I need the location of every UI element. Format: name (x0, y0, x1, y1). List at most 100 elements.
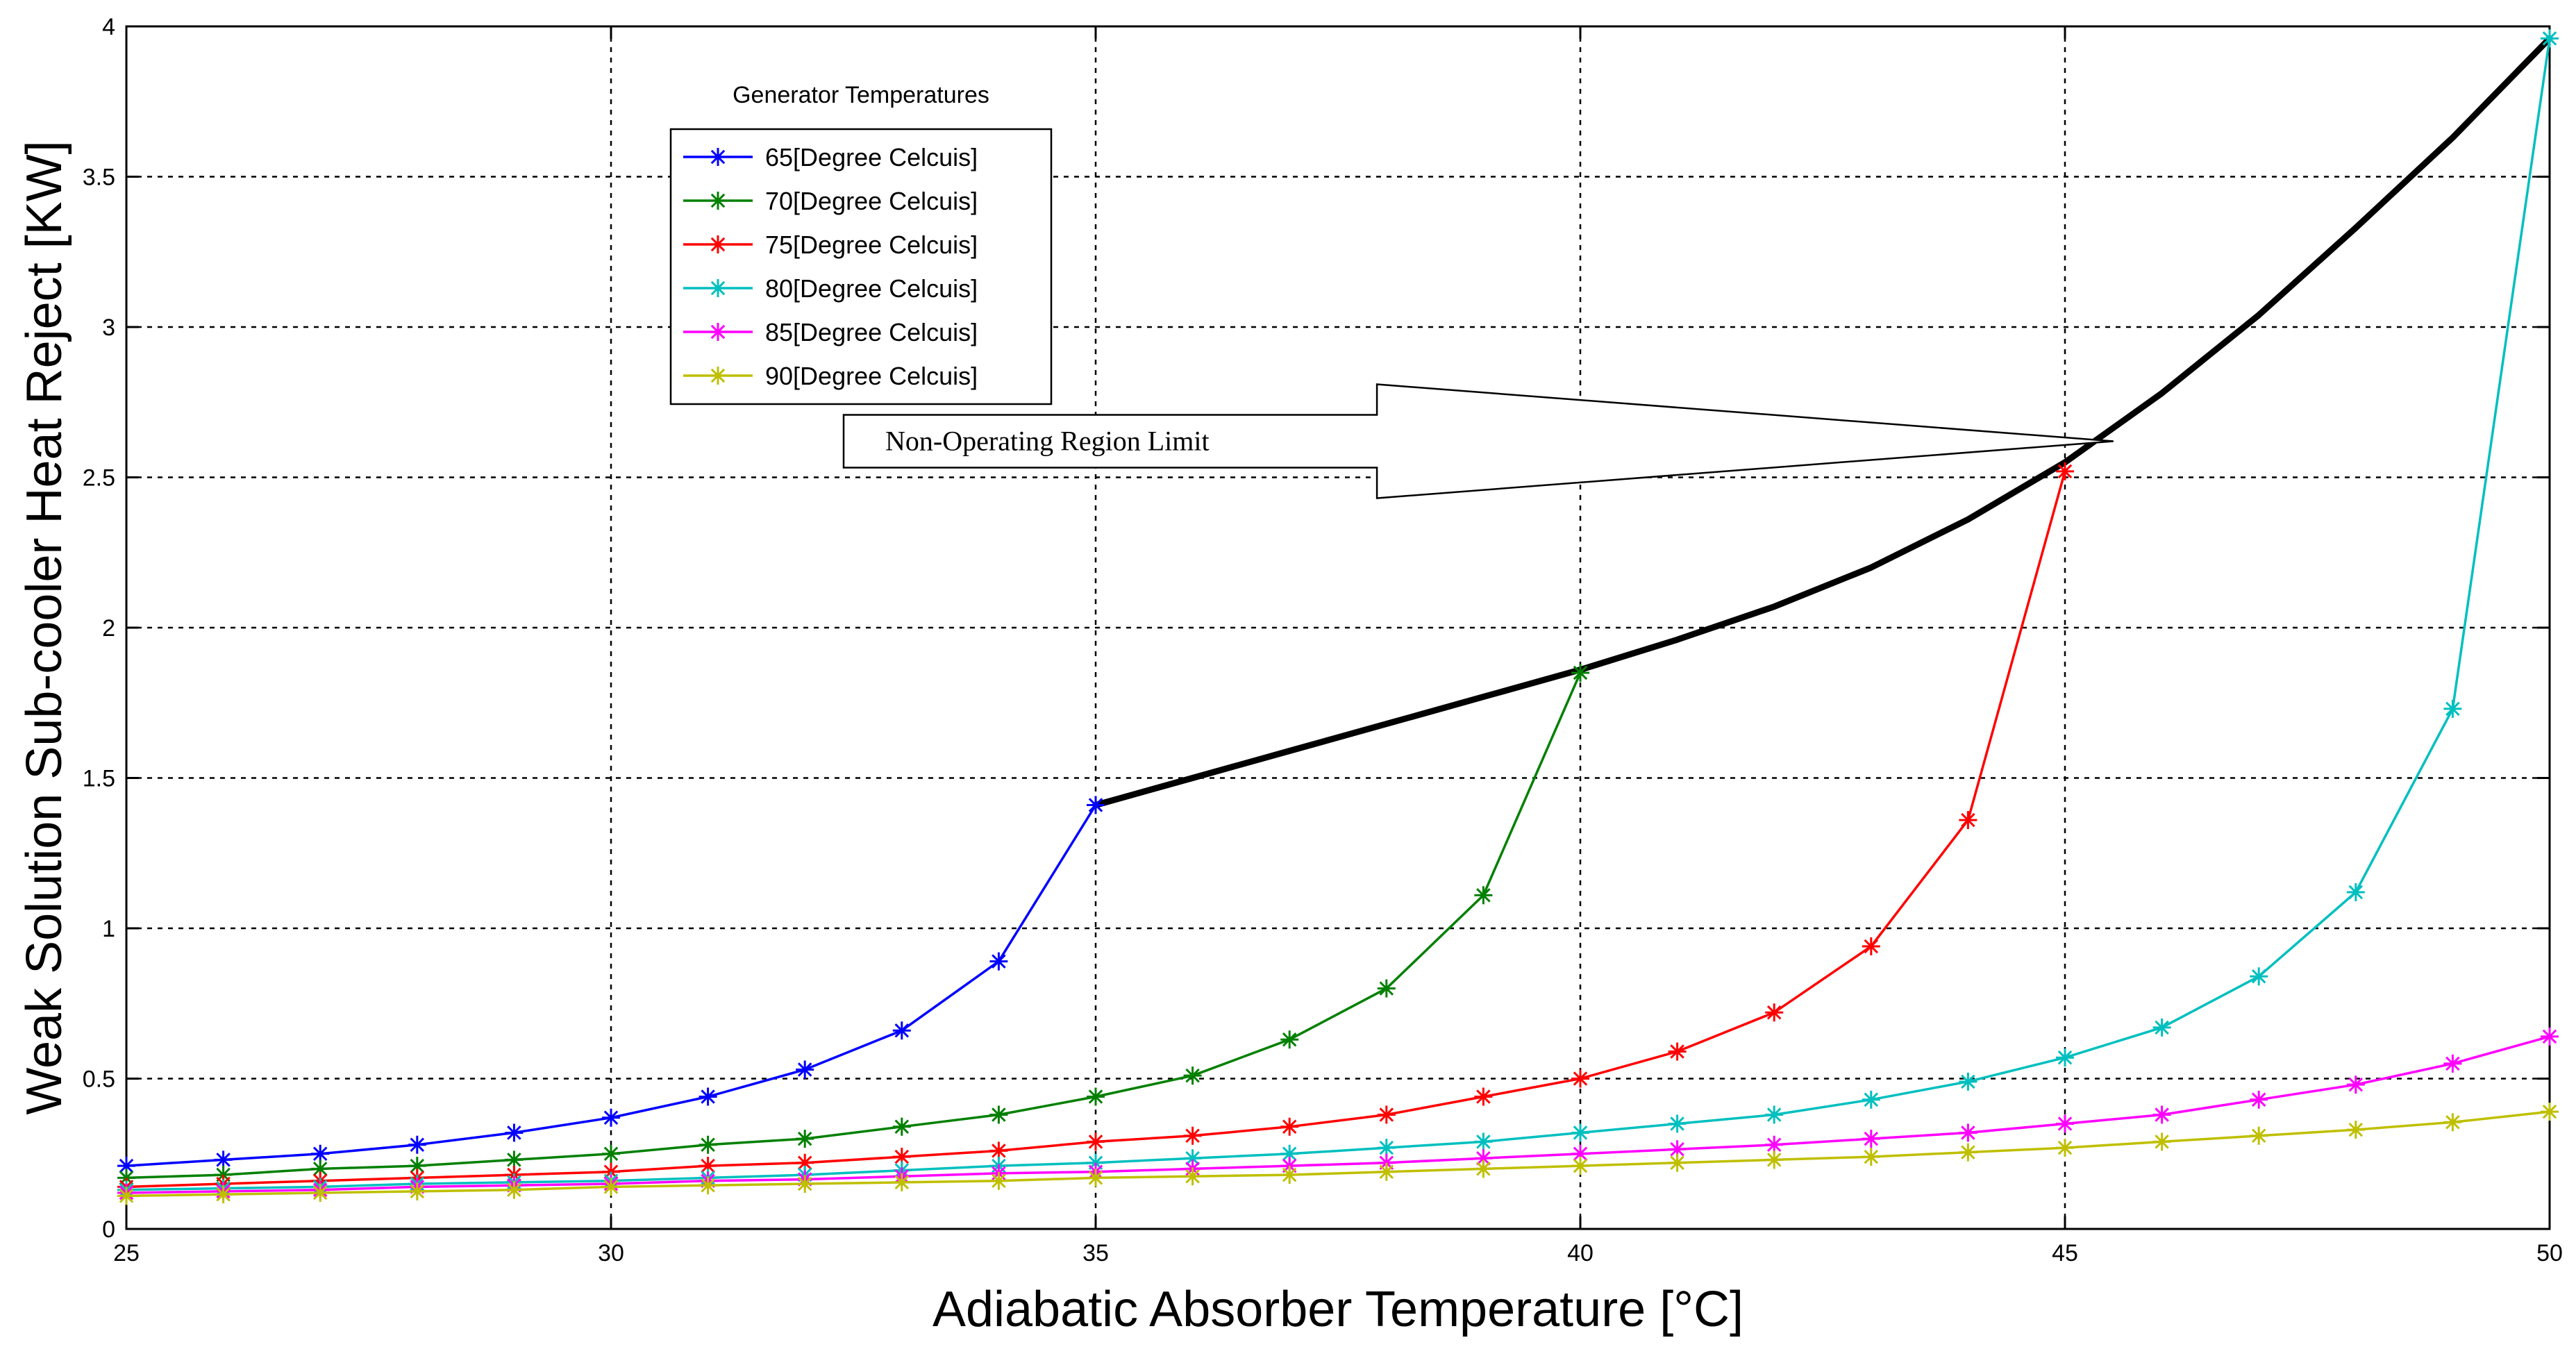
legend: Generator Temperatures 65[Degree Celcuis]… (669, 82, 1053, 405)
data-point (1571, 1069, 1589, 1088)
x-tick-label: 30 (598, 1240, 624, 1266)
data-point (2346, 883, 2365, 902)
data-point (1959, 1123, 1977, 1142)
legend-entry: 80[Degree Celcuis] (683, 274, 978, 303)
legend-marker (709, 367, 727, 385)
data-point (892, 1148, 911, 1166)
x-tick-label: 35 (1082, 1240, 1109, 1266)
axes: 25 30 35 40 45 50 0 0.5 1 1.5 2 2.5 3 3.5 4 (83, 14, 2563, 1266)
legend-label: 65[Degree Celcuis] (765, 143, 978, 171)
data-point (1668, 1042, 1687, 1061)
data-point (1280, 1117, 1299, 1136)
data-point (408, 1182, 426, 1200)
data-point (989, 1105, 1008, 1124)
data-point (989, 952, 1008, 971)
data-point (1377, 1139, 1396, 1157)
series-line (126, 38, 2551, 1191)
data-point (311, 1144, 330, 1163)
data-point (1183, 1167, 1202, 1186)
data-point (2056, 1048, 2074, 1067)
y-tick-label: 1.5 (83, 766, 115, 792)
data-point (1668, 1114, 1687, 1133)
data-point (2443, 1054, 2462, 1073)
data-point (1183, 1126, 1202, 1145)
x-axis-title: Adiabatic Absorber Temperature [°C] (932, 1282, 1743, 1337)
data-point (892, 1173, 911, 1191)
data-point (1862, 937, 1880, 955)
data-point (1862, 1090, 1880, 1109)
legend-entry: 85[Degree Celcuis] (683, 318, 978, 346)
data-point (117, 1187, 135, 1205)
data-point (602, 1144, 620, 1163)
data-point (1571, 1123, 1589, 1142)
series-3 (117, 462, 2074, 1196)
data-point (989, 1141, 1008, 1160)
data-point (1668, 1153, 1687, 1172)
data-point (505, 1150, 524, 1169)
data-point (2152, 1105, 2171, 1124)
data-point (1765, 1003, 1784, 1022)
data-point (1959, 1072, 1977, 1091)
x-tick-label: 50 (2536, 1240, 2563, 1266)
annotation-layer: Non-Operating Region Limit (842, 383, 2114, 499)
axis-labels: Adiabatic Absorber Temperature [°C] Weak … (17, 140, 1743, 1337)
legend-label: 80[Degree Celcuis] (765, 274, 978, 303)
data-point (2443, 699, 2462, 718)
series-line (126, 672, 1582, 1180)
series-layer (117, 29, 2559, 1205)
legend-marker (709, 192, 727, 210)
x-tick-label: 40 (1567, 1240, 1594, 1266)
data-point (2346, 1121, 2365, 1139)
data-point (1087, 796, 1105, 814)
series-line (126, 1035, 2550, 1194)
y-axis-title: Weak Solution Sub-cooler Heat Reject [KW… (17, 140, 72, 1114)
series-line (126, 1110, 2550, 1198)
legend-marker (709, 235, 727, 253)
legend-entry: 70[Degree Celcuis] (683, 187, 978, 215)
data-point (989, 1171, 1008, 1190)
legend-label: 70[Degree Celcuis] (765, 187, 978, 215)
data-point (1377, 1105, 1396, 1124)
series-2 (117, 663, 1589, 1187)
annotation-arrow (842, 383, 2114, 499)
y-tick-label: 1 (102, 916, 115, 942)
data-point (602, 1178, 620, 1196)
data-point (1280, 1030, 1299, 1049)
data-point (1765, 1105, 1784, 1124)
data-point (602, 1108, 620, 1127)
data-point (796, 1130, 814, 1148)
data-point (1765, 1150, 1784, 1169)
data-point (1959, 811, 1977, 830)
data-point (796, 1175, 814, 1194)
data-point (2250, 1090, 2268, 1109)
data-point (214, 1185, 233, 1204)
legend-title: Generator Temperatures (733, 82, 989, 108)
data-point (2056, 1139, 2074, 1157)
data-point (2056, 1114, 2074, 1133)
data-point (1959, 1143, 1977, 1162)
x-tick-label: 45 (2052, 1240, 2078, 1266)
data-point (408, 1135, 426, 1154)
data-point (1571, 663, 1589, 682)
legend-label: 75[Degree Celcuis] (765, 231, 978, 259)
data-point (214, 1150, 233, 1169)
legend-marker (709, 148, 727, 166)
data-point (505, 1180, 524, 1199)
data-point (1474, 886, 1493, 905)
limit-curve-line (1092, 35, 2553, 808)
data-point (117, 1157, 135, 1175)
legend-entry: 65[Degree Celcuis] (683, 143, 978, 171)
data-point (1183, 1066, 1202, 1085)
data-point (2346, 1075, 2365, 1094)
data-point (1474, 1087, 1493, 1106)
y-tick-label: 0.5 (83, 1066, 115, 1093)
data-point (2250, 967, 2268, 986)
data-point (1377, 979, 1396, 998)
data-point (1474, 1132, 1493, 1151)
legend-box (669, 128, 1053, 405)
data-point (2541, 29, 2559, 48)
data-point (505, 1123, 524, 1142)
data-point (699, 1087, 717, 1106)
